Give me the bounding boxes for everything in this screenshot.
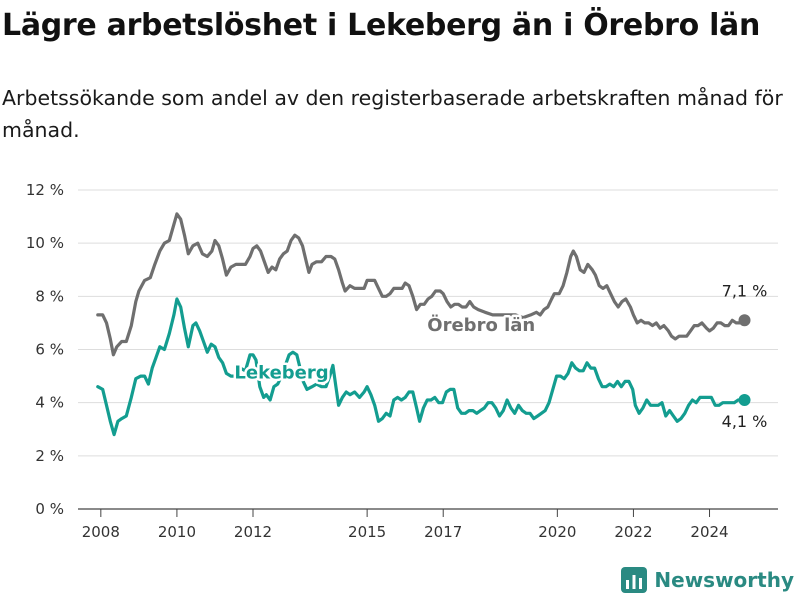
chart-logo-icon (621, 567, 648, 593)
y-tick-label: 10 % (26, 234, 64, 252)
x-tick-label: 2008 (82, 523, 120, 541)
end-value-label-0: 7,1 % (722, 281, 768, 300)
y-tick-label: 4 % (35, 394, 64, 412)
x-tick-label: 2024 (690, 523, 728, 541)
x-tick-label: 2012 (234, 523, 272, 541)
x-tick-label: 2020 (538, 523, 576, 541)
chart-subtitle: Arbetssökande som andel av den registerb… (2, 86, 783, 142)
series-line-0 (96, 212, 747, 357)
x-tick-label: 2022 (614, 523, 652, 541)
y-tick-label: 8 % (35, 287, 64, 305)
x-tick-label: 2015 (348, 523, 386, 541)
series-label-0: Örebro län (427, 314, 535, 336)
chart-title: Lägre arbetslöshet i Lekeberg än i Örebr… (2, 8, 761, 43)
series-end-point-1 (738, 394, 751, 407)
series-label-1: Lekeberg (234, 363, 328, 384)
y-tick-label: 6 % (35, 341, 64, 359)
end-value-label-1: 4,1 % (722, 412, 768, 431)
x-tick-label: 2010 (158, 523, 196, 541)
series-line-1 (96, 297, 747, 437)
x-tick-label: 2017 (424, 523, 462, 541)
y-tick-label: 12 % (26, 181, 64, 199)
series-end-point-0 (738, 314, 751, 327)
y-tick-label: 0 % (35, 500, 64, 518)
y-tick-label: 2 % (35, 447, 64, 465)
brand-logo: Newsworthy (620, 566, 794, 594)
brand-name: Newsworthy (654, 568, 794, 592)
